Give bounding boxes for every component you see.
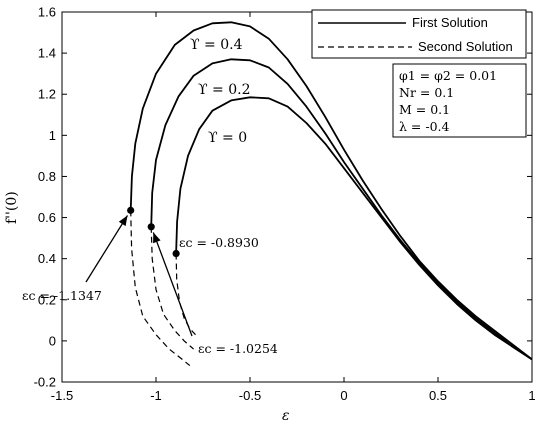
param-volume-fraction: φ1 = φ2 = 0.01 (399, 68, 497, 83)
first-solution-line-1 (150, 58, 533, 361)
critical-label-2: εc = -0.8930 (179, 235, 259, 250)
y-tick-label: -0.2 (34, 375, 56, 390)
y-tick-label: 0 (49, 333, 56, 348)
y-tick-label: 0.2 (38, 292, 56, 307)
critical-point-0 (127, 206, 135, 214)
first-solution-line-2 (175, 96, 533, 361)
params-box-frame (392, 63, 527, 138)
x-tick-label: -1 (150, 388, 162, 403)
curves-layer (129, 21, 533, 367)
first-solution-line-0 (129, 21, 533, 361)
params-box: φ1 = φ2 = 0.01 Nr = 0.1 M = 0.1 λ = -0.4 (392, 63, 527, 138)
y-axis-label: f''(0) (4, 191, 20, 224)
x-tick-label: -0.5 (239, 388, 261, 403)
y-tick-label: 1.2 (38, 87, 56, 102)
ticks-layer: -1.5 -1 -0.5 0 0.5 1 -0.2 0 0.2 0.4 0.6 0.8 1 1.2 1.4 1… (34, 5, 536, 404)
annotation-arrowhead-0 (118, 215, 128, 227)
x-tick-label: 0.5 (429, 388, 447, 403)
annotation-arrow-0 (85, 215, 129, 283)
annotation-arrow-1 (152, 232, 193, 337)
plot-frame (61, 11, 533, 383)
y-tick-label: 0.6 (38, 210, 56, 225)
critical-point-1 (147, 223, 155, 231)
second-solution-line-2 (175, 253, 196, 336)
second-solution-line-1 (150, 226, 194, 350)
legend-label-first: First Solution (412, 15, 488, 30)
param-nr: Nr = 0.1 (399, 85, 454, 100)
legend: First Solution Second Solution (311, 9, 527, 59)
y-tick-label: 0.4 (38, 251, 56, 266)
x-tick-label: 1 (528, 388, 535, 403)
x-tick-label: 0 (340, 388, 347, 403)
critical-label-1: εc = -1.0254 (198, 341, 278, 356)
y-tick-label: 1 (49, 128, 56, 143)
x-tick-label: -1.5 (51, 388, 73, 403)
second-solution-line-0 (130, 210, 191, 367)
x-axis-label: ε (282, 408, 290, 424)
y-tick-label: 1.4 (38, 46, 56, 61)
critical-label-0: εc = -1.1347 (22, 288, 102, 303)
curve-label-upsilon-0-2: ϒ = 0.2 (198, 82, 251, 98)
annotation-arrowhead-1 (153, 232, 161, 244)
y-tick-label: 1.6 (38, 5, 56, 20)
arrows-layer (85, 215, 193, 337)
curve-label-upsilon-0: ϒ = 0 (208, 130, 247, 146)
param-m: M = 0.1 (399, 102, 450, 117)
param-lambda: λ = -0.4 (399, 119, 449, 134)
legend-label-second: Second Solution (418, 39, 513, 54)
critical-point-2 (172, 249, 180, 258)
legend-box (311, 9, 527, 59)
curve-label-upsilon-0-4: ϒ = 0.4 (190, 37, 243, 53)
y-tick-label: 0.8 (38, 169, 56, 184)
critical-points-layer (127, 206, 180, 258)
